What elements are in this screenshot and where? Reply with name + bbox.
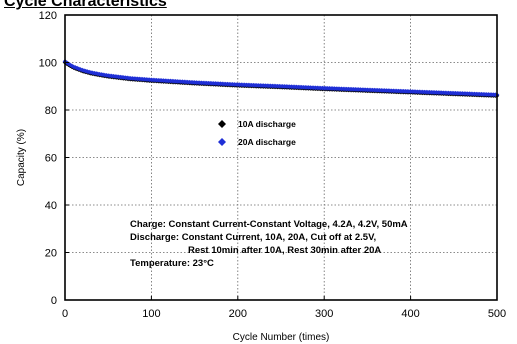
- y-tick-label: 60: [45, 153, 57, 165]
- x-tick-label: 400: [401, 308, 419, 320]
- ticks: 0 100 200 300 400 500 0 20 40 60 80 100 120: [39, 10, 507, 320]
- plot-background: [65, 15, 497, 300]
- x-tick-label: 100: [142, 308, 160, 320]
- legend-marker: [218, 120, 226, 128]
- legend: 10A discharge 20A discharge: [218, 119, 296, 147]
- legend-label: 20A discharge: [238, 137, 296, 147]
- y-tick-label: 120: [39, 10, 57, 22]
- y-tick-label: 80: [45, 105, 57, 117]
- annotation-discharge: Discharge: Constant Current, 10A, 20A, C…: [130, 232, 376, 243]
- x-tick-label: 0: [62, 308, 68, 320]
- x-tick-label: 300: [315, 308, 333, 320]
- x-axis-title: Cycle Number (times): [233, 332, 330, 343]
- annotation-rest: Rest 10min after 10A, Rest 30min after 2…: [188, 245, 381, 256]
- legend-label: 10A discharge: [238, 119, 296, 129]
- series-layer: [62, 59, 500, 99]
- y-axis-title: Capacity (%): [16, 129, 27, 186]
- annotation-charge: Charge: Constant Current-Constant Voltag…: [130, 219, 408, 230]
- page-title: Cycle Characteristics: [4, 0, 167, 10]
- y-tick-label: 0: [51, 295, 57, 307]
- series-20a: [62, 59, 500, 98]
- legend-marker: [218, 138, 226, 146]
- annotation-temperature: Temperature: 23°C: [130, 258, 214, 269]
- y-tick-label: 40: [45, 200, 57, 212]
- y-tick-label: 20: [45, 248, 57, 260]
- y-tick-label: 100: [39, 58, 57, 70]
- x-tick-label: 200: [229, 308, 247, 320]
- x-tick-label: 500: [488, 308, 506, 320]
